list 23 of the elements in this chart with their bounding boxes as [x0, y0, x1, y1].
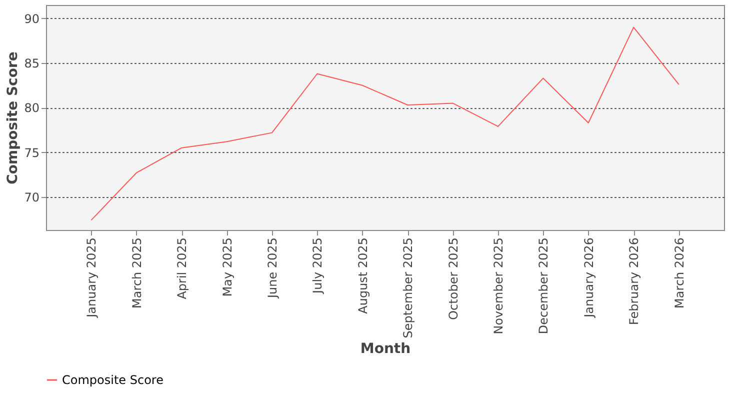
x-tick-label: January 2025: [84, 238, 99, 318]
x-tick-label: May 2025: [220, 238, 234, 297]
y-tick-label: 70: [24, 190, 40, 204]
x-tick-label: September 2025: [401, 238, 416, 338]
legend-label: Composite Score: [62, 373, 164, 387]
x-tick-label: March 2026: [672, 238, 686, 308]
x-tick-label: August 2025: [356, 238, 370, 314]
x-tick-label: March 2025: [130, 238, 144, 308]
y-axis-title: Composite Score: [5, 52, 22, 184]
x-tick-label: July 2025: [310, 238, 325, 294]
x-axis-title: Month: [360, 341, 411, 358]
line-series: [90, 26, 680, 221]
x-tick-label: January 2026: [582, 238, 596, 318]
y-tick-label: 75: [24, 146, 40, 160]
x-tick-label: February 2026: [627, 238, 642, 326]
y-tick-label: 85: [24, 56, 40, 71]
x-tick-label: November 2025: [492, 238, 506, 334]
x-tick-label: June 2025: [266, 238, 280, 299]
x-tick-label: October 2025: [446, 238, 460, 320]
x-tick-label: December 2025: [536, 238, 551, 334]
y-tick-label: 90: [24, 12, 40, 26]
y-tick-label: 80: [24, 101, 40, 116]
x-tick-label: April 2025: [175, 238, 190, 300]
